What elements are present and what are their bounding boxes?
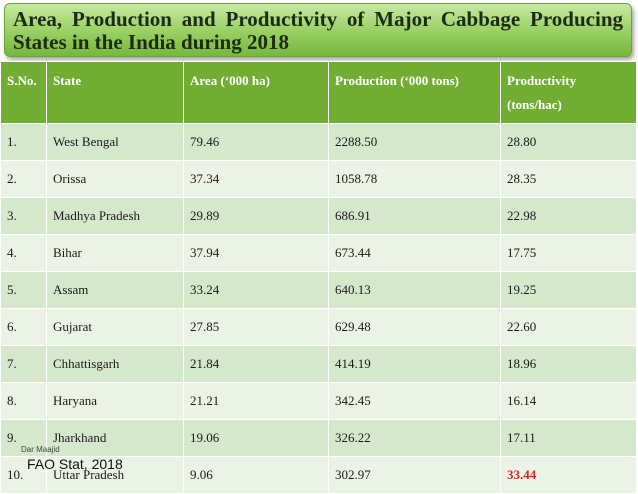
cell-sno: 3. xyxy=(0,197,47,235)
cell-production: 1058.78 xyxy=(328,160,501,198)
cell-area: 37.94 xyxy=(183,234,329,272)
cell-production: 640.13 xyxy=(328,271,501,309)
header-productivity-label: Productivity xyxy=(507,73,577,88)
cell-state: Bihar xyxy=(46,234,184,272)
cell-productivity-highlight: 33.44 xyxy=(500,456,637,494)
table-row: 7. Chhattisgarh 21.84 414.19 18.96 xyxy=(0,345,637,383)
page-title: Area, Production and Productivity of Maj… xyxy=(13,7,623,54)
cell-area: 37.34 xyxy=(183,160,329,198)
table-row: 8. Haryana 21.21 342.45 16.14 xyxy=(0,382,637,420)
title-banner: Area, Production and Productivity of Maj… xyxy=(4,3,632,57)
cell-productivity: 28.35 xyxy=(500,160,637,198)
cell-sno: 9. xyxy=(0,419,47,457)
table-row: 5. Assam 33.24 640.13 19.25 xyxy=(0,271,637,309)
production-table: S.No. State Area (‘000 ha) Production (‘… xyxy=(0,61,637,494)
cell-sno: 6. xyxy=(0,308,47,346)
cell-sno: 8. xyxy=(0,382,47,420)
cell-sno: 5. xyxy=(0,271,47,309)
cell-production: 2288.50 xyxy=(328,123,501,161)
cell-productivity: 17.75 xyxy=(500,234,637,272)
cell-production: 414.19 xyxy=(328,345,501,383)
cell-productivity: 17.11 xyxy=(500,419,637,457)
author-credit: Dar Maajid xyxy=(21,445,60,454)
table-row: 3. Madhya Pradesh 29.89 686.91 22.98 xyxy=(0,197,637,235)
cell-production: 686.91 xyxy=(328,197,501,235)
cell-area: 27.85 xyxy=(183,308,329,346)
cell-area: 33.24 xyxy=(183,271,329,309)
table-header-row: S.No. State Area (‘000 ha) Production (‘… xyxy=(0,61,637,124)
cell-productivity: 19.25 xyxy=(500,271,637,309)
cell-production: 673.44 xyxy=(328,234,501,272)
cell-productivity: 22.98 xyxy=(500,197,637,235)
cell-sno: 2. xyxy=(0,160,47,198)
cell-sno: 7. xyxy=(0,345,47,383)
cell-productivity: 22.60 xyxy=(500,308,637,346)
cell-state: Jharkhand xyxy=(46,419,184,457)
cell-state: Madhya Pradesh xyxy=(46,197,184,235)
cell-state: West Bengal xyxy=(46,123,184,161)
cell-sno: 4. xyxy=(0,234,47,272)
cell-state: Chhattisgarh xyxy=(46,345,184,383)
cell-production: 629.48 xyxy=(328,308,501,346)
cell-production: 326.22 xyxy=(328,419,501,457)
cell-area: 9.06 xyxy=(183,456,329,494)
cell-area: 29.89 xyxy=(183,197,329,235)
source-credit: FAO Stat, 2018 xyxy=(27,456,123,472)
header-productivity-unit: (tons/hac) xyxy=(507,97,562,112)
cell-state: Orissa xyxy=(46,160,184,198)
cell-state: Gujarat xyxy=(46,308,184,346)
cell-production: 302.97 xyxy=(328,456,501,494)
header-productivity: Productivity (tons/hac) xyxy=(500,61,637,124)
cell-area: 21.84 xyxy=(183,345,329,383)
header-state: State xyxy=(46,61,184,124)
cell-area: 19.06 xyxy=(183,419,329,457)
cell-area: 21.21 xyxy=(183,382,329,420)
table-row: 1. West Bengal 79.46 2288.50 28.80 xyxy=(0,123,637,161)
cell-state: Haryana xyxy=(46,382,184,420)
table-row: 9. Jharkhand 19.06 326.22 17.11 xyxy=(0,419,637,457)
cell-production: 342.45 xyxy=(328,382,501,420)
cell-state: Assam xyxy=(46,271,184,309)
header-sno: S.No. xyxy=(0,61,47,124)
cell-productivity: 16.14 xyxy=(500,382,637,420)
header-area: Area (‘000 ha) xyxy=(183,61,329,124)
cell-area: 79.46 xyxy=(183,123,329,161)
cell-sno: 1. xyxy=(0,123,47,161)
table-row: 2. Orissa 37.34 1058.78 28.35 xyxy=(0,160,637,198)
table-row: 6. Gujarat 27.85 629.48 22.60 xyxy=(0,308,637,346)
table-row: 4. Bihar 37.94 673.44 17.75 xyxy=(0,234,637,272)
header-production: Production (‘000 tons) xyxy=(328,61,501,124)
cell-productivity: 28.80 xyxy=(500,123,637,161)
cell-productivity: 18.96 xyxy=(500,345,637,383)
